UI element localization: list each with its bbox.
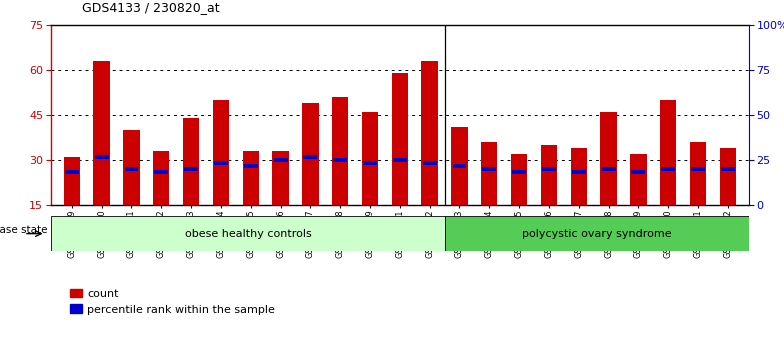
Text: GDS4133 / 230820_at: GDS4133 / 230820_at: [82, 1, 220, 14]
Bar: [93, 61, 110, 205]
Bar: [691, 167, 705, 171]
Bar: [272, 151, 289, 205]
Bar: [541, 145, 557, 205]
Bar: [244, 164, 258, 168]
Bar: [452, 164, 466, 168]
Bar: [572, 170, 586, 174]
Bar: [601, 112, 617, 205]
Bar: [512, 170, 526, 174]
Bar: [422, 61, 437, 205]
Bar: [64, 157, 80, 205]
Bar: [242, 151, 259, 205]
Bar: [445, 216, 749, 251]
Bar: [183, 118, 199, 205]
Bar: [65, 170, 79, 174]
Bar: [153, 151, 169, 205]
Bar: [123, 130, 140, 205]
Bar: [630, 154, 647, 205]
Bar: [95, 155, 109, 159]
Bar: [333, 158, 347, 162]
Bar: [571, 148, 587, 205]
Bar: [125, 167, 139, 171]
Bar: [212, 100, 229, 205]
Bar: [332, 97, 348, 205]
Bar: [720, 167, 735, 171]
Bar: [303, 155, 318, 159]
Bar: [481, 142, 498, 205]
Bar: [452, 127, 468, 205]
Bar: [274, 158, 288, 162]
Bar: [154, 170, 169, 174]
Text: disease state: disease state: [0, 225, 47, 235]
Text: obese healthy controls: obese healthy controls: [185, 229, 311, 239]
Bar: [482, 167, 496, 171]
Bar: [362, 112, 378, 205]
Bar: [720, 148, 736, 205]
Bar: [393, 158, 407, 162]
Bar: [214, 161, 228, 165]
Bar: [392, 73, 408, 205]
Bar: [363, 161, 377, 165]
Bar: [511, 154, 528, 205]
Bar: [661, 167, 675, 171]
Bar: [601, 167, 615, 171]
Bar: [542, 167, 556, 171]
Text: polycystic ovary syndrome: polycystic ovary syndrome: [522, 229, 672, 239]
Bar: [690, 142, 706, 205]
Bar: [660, 100, 677, 205]
Bar: [51, 216, 445, 251]
Bar: [184, 167, 198, 171]
Legend: count, percentile rank within the sample: count, percentile rank within the sample: [71, 289, 275, 315]
Bar: [302, 103, 318, 205]
Bar: [423, 161, 437, 165]
Bar: [631, 170, 645, 174]
